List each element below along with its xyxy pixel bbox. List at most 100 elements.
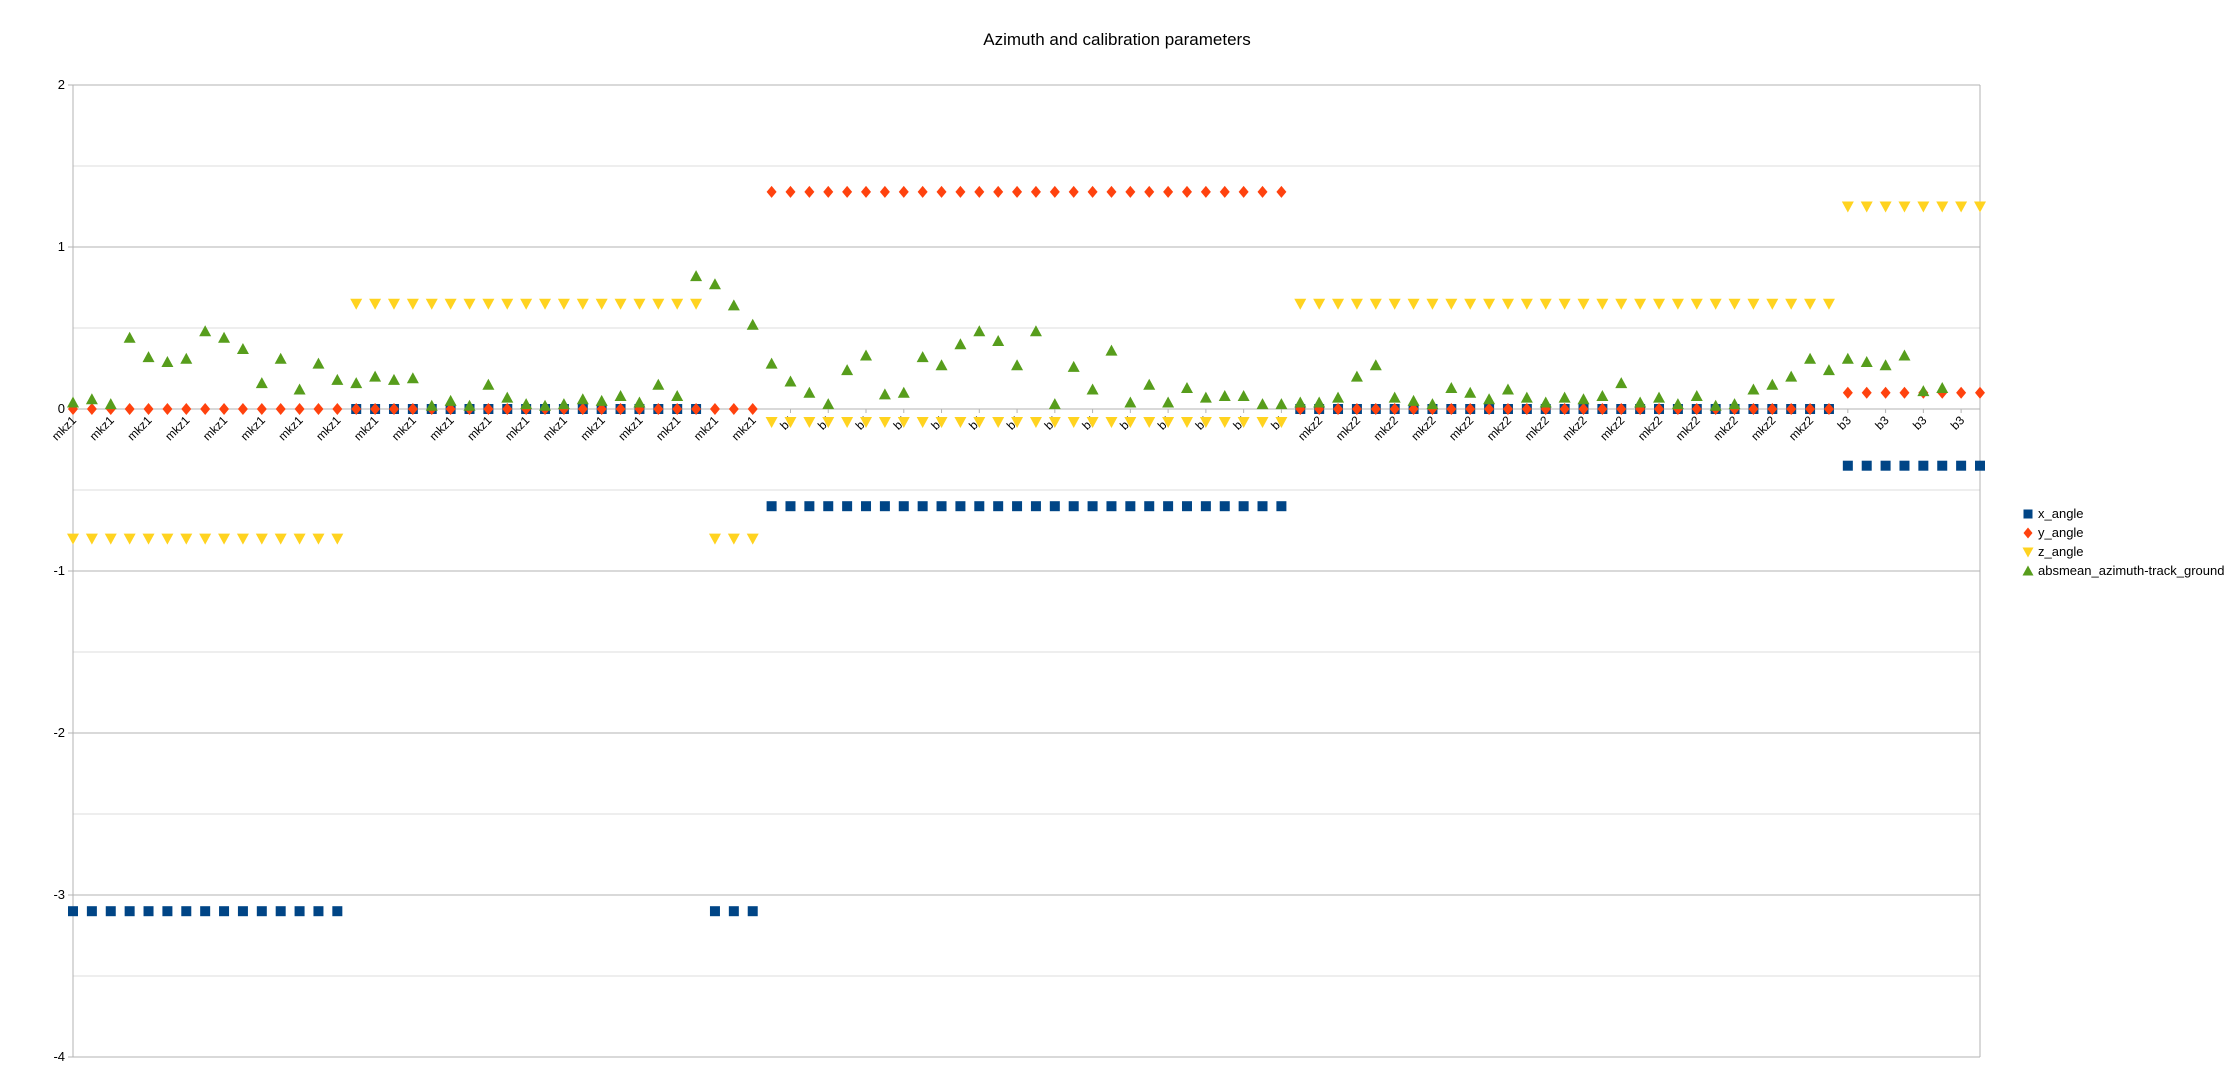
y-angle-point xyxy=(351,403,362,415)
x-angle-point xyxy=(1068,501,1079,512)
z-angle-point xyxy=(1275,416,1288,428)
z-angle-point xyxy=(897,416,910,428)
x-angle-point xyxy=(842,501,853,512)
y-angle-point xyxy=(1654,403,1665,415)
y-tick-label: -3 xyxy=(53,887,65,902)
x-angle-point xyxy=(917,501,928,512)
z-angle-point xyxy=(954,416,967,428)
x-angle-point xyxy=(993,501,1004,512)
y-tick-label: -1 xyxy=(53,563,65,578)
x-angle-point xyxy=(1861,460,1872,471)
absmean-azimuth-track-ground-point xyxy=(1256,398,1269,410)
absmean-azimuth-track-ground-point xyxy=(1558,391,1571,403)
legend-swatch xyxy=(2022,547,2034,557)
y-angle-point xyxy=(1030,185,1041,198)
absmean-azimuth-track-ground-point xyxy=(1445,381,1458,393)
absmean-azimuth-track-ground-point xyxy=(897,386,910,398)
z-angle-point xyxy=(1464,298,1477,310)
z-angle-point xyxy=(1426,298,1439,310)
data-points xyxy=(67,185,1986,917)
x-tick-label: mkz2 xyxy=(1673,413,1703,443)
z-angle-point xyxy=(1048,416,1061,428)
y-angle-point xyxy=(1049,185,1060,198)
x-tick-label: mkz1 xyxy=(464,413,494,443)
z-angle-point xyxy=(1350,298,1363,310)
z-angle-point xyxy=(1766,298,1779,310)
x-angle-point xyxy=(1975,460,1985,471)
x-angle-point xyxy=(1106,501,1117,512)
z-angle-point xyxy=(539,298,552,310)
y-angle-point xyxy=(709,403,720,415)
absmean-azimuth-track-ground-point xyxy=(312,357,325,369)
y-angle-point xyxy=(1351,403,1362,415)
z-angle-point xyxy=(1294,298,1307,310)
absmean-azimuth-track-ground-point xyxy=(935,359,948,371)
x-tick-label: b4 xyxy=(1155,413,1175,433)
y-angle-point xyxy=(1502,403,1513,415)
x-tick-label: b3 xyxy=(1872,413,1892,433)
x-angle-point xyxy=(143,906,154,917)
absmean-azimuth-track-ground-point xyxy=(1634,396,1647,408)
z-angle-point xyxy=(1180,416,1193,428)
x-angle-point xyxy=(898,501,909,512)
z-angle-point xyxy=(236,533,249,545)
absmean-azimuth-track-ground-point xyxy=(746,318,759,330)
x-angle-point xyxy=(1899,460,1910,471)
y-angle-point xyxy=(879,185,890,198)
absmean-azimuth-track-ground-point xyxy=(1426,398,1439,410)
absmean-azimuth-track-ground-point xyxy=(1539,396,1552,408)
z-angle-point xyxy=(482,298,495,310)
absmean-azimuth-track-ground-point xyxy=(614,390,627,402)
x-angle-point xyxy=(332,906,343,917)
x-angle-point xyxy=(1087,501,1098,512)
x-angle-point xyxy=(200,906,211,917)
x-tick-label: mkz2 xyxy=(1408,413,1438,443)
y-angle-point xyxy=(1578,403,1589,415)
absmean-azimuth-track-ground-point xyxy=(878,388,891,400)
absmean-azimuth-track-ground-point xyxy=(1067,360,1080,372)
y-angle-point xyxy=(1276,185,1287,198)
y-angle-point xyxy=(653,403,664,415)
absmean-azimuth-track-ground-point xyxy=(180,352,193,364)
x-angle-point xyxy=(219,906,230,917)
x-tick-label: b3 xyxy=(1910,413,1930,433)
absmean-azimuth-track-ground-point xyxy=(501,391,514,403)
x-tick-label: mkz1 xyxy=(389,413,419,443)
x-angle-point xyxy=(1257,501,1268,512)
z-angle-point xyxy=(1898,201,1911,213)
absmean-azimuth-track-ground-point xyxy=(1671,398,1684,410)
z-angle-point xyxy=(444,298,457,310)
z-angle-point xyxy=(1162,416,1175,428)
x-tick-label: b4 xyxy=(853,413,873,433)
z-angle-point xyxy=(1067,416,1080,428)
absmean-azimuth-track-ground-point xyxy=(463,399,476,411)
x-angle-point xyxy=(861,501,872,512)
absmean-azimuth-track-ground-point xyxy=(331,373,344,385)
x-tick-label: mkz1 xyxy=(540,413,570,443)
z-angle-point xyxy=(1841,201,1854,213)
y-angle-point xyxy=(219,403,230,415)
x-tick-label: mkz2 xyxy=(1295,413,1325,443)
z-angle-point xyxy=(1199,416,1212,428)
z-angle-point xyxy=(690,298,703,310)
z-angle-point xyxy=(1011,416,1024,428)
x-tick-label: mkz1 xyxy=(200,413,230,443)
absmean-azimuth-track-ground-point xyxy=(369,370,382,382)
absmean-azimuth-track-ground-point xyxy=(652,378,665,390)
absmean-azimuth-track-ground-point xyxy=(387,373,400,385)
x-tick-label: mkz2 xyxy=(1333,413,1363,443)
absmean-azimuth-track-ground-point xyxy=(218,331,231,343)
absmean-azimuth-track-ground-point xyxy=(1162,396,1175,408)
z-angle-point xyxy=(1237,416,1250,428)
absmean-azimuth-track-ground-point xyxy=(784,375,797,387)
absmean-azimuth-track-ground-point xyxy=(860,349,873,361)
absmean-azimuth-track-ground-point xyxy=(1199,391,1212,403)
absmean-azimuth-track-ground-point xyxy=(1747,383,1760,395)
absmean-azimuth-track-ground-point xyxy=(1520,391,1533,403)
z-angle-point xyxy=(1539,298,1552,310)
y-angle-point xyxy=(483,403,494,415)
absmean-azimuth-track-ground-point xyxy=(1690,390,1703,402)
x-tick-label: b4 xyxy=(1079,413,1099,433)
absmean-azimuth-track-ground-point xyxy=(708,278,721,290)
y-angle-point xyxy=(143,403,154,415)
